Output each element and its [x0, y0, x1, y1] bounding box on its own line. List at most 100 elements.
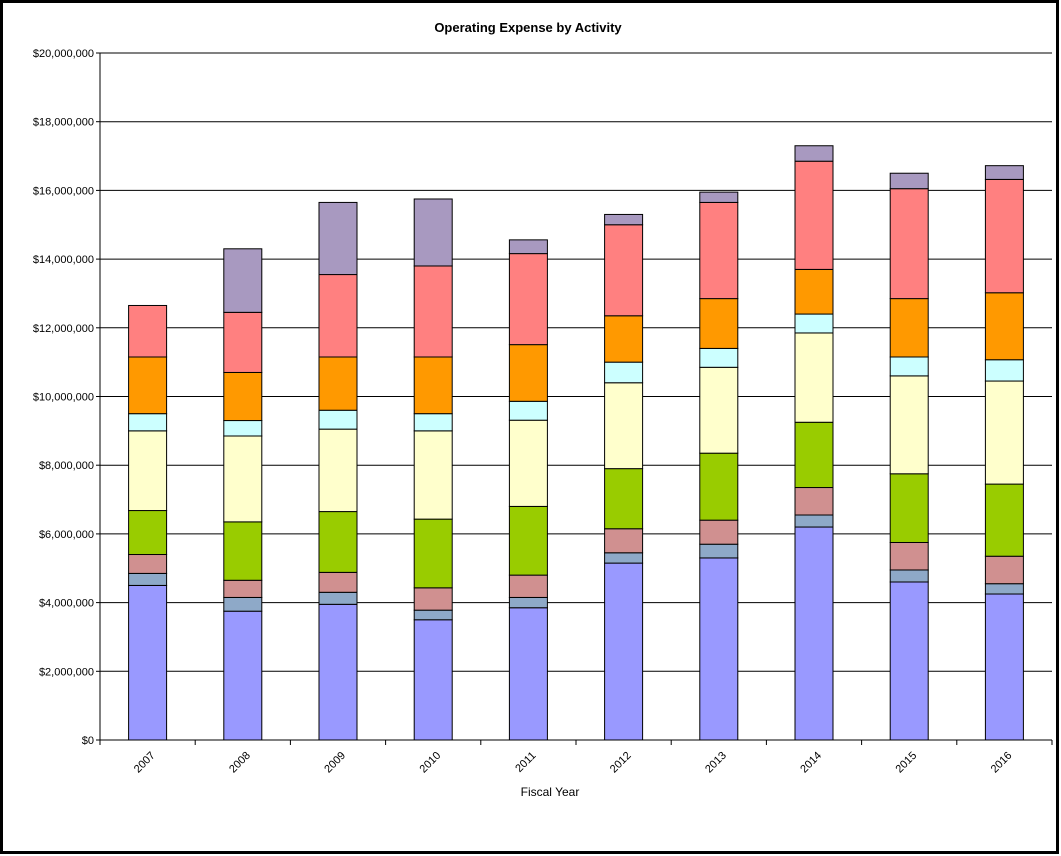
y-tick-label: $4,000,000: [39, 598, 94, 610]
bar-segment-2012-s8: [604, 224, 644, 317]
bar-segment-2007-s1: [128, 584, 168, 741]
bar-segment-2007-s2: [128, 572, 168, 586]
x-tick-label: 2012: [608, 750, 634, 776]
x-tick-label: 2014: [798, 750, 824, 776]
x-tick-label: 2010: [418, 750, 444, 776]
bar-segment-2009-s9: [318, 201, 358, 276]
bar-segment-2013-s4: [699, 452, 739, 521]
bar-segment-2008-s2: [223, 596, 263, 612]
bar-segment-2009-s4: [318, 511, 358, 573]
bar-segment-2015-s5: [889, 375, 929, 475]
x-tick-label: 2013: [703, 750, 729, 776]
bar-segment-2010-s2: [413, 609, 453, 621]
bar-segment-2012-s9: [604, 213, 644, 226]
y-tick-label: $14,000,000: [33, 254, 94, 266]
bar-segment-2014-s4: [794, 421, 834, 489]
bar-segment-2013-s1: [699, 557, 739, 741]
x-tick-label: 2015: [894, 750, 920, 776]
bar-segment-2013-s3: [699, 519, 739, 545]
bar-segment-2010-s9: [413, 198, 453, 267]
bar-segment-2010-s7: [413, 356, 453, 415]
y-tick-label: $6,000,000: [39, 529, 94, 541]
bar-segment-2014-s6: [794, 313, 834, 334]
bar-segment-2012-s6: [604, 361, 644, 384]
y-tick-label: $8,000,000: [39, 460, 94, 472]
bar-segment-2010-s3: [413, 587, 453, 611]
y-tick-label: $12,000,000: [33, 323, 94, 335]
bar-segment-2007-s6: [128, 413, 168, 432]
bar-segment-2016-s3: [984, 555, 1024, 585]
bar-segment-2011-s4: [508, 505, 548, 576]
x-tick-label: 2008: [227, 750, 253, 776]
bar-segment-2007-s8: [128, 304, 168, 358]
bar-segment-2016-s8: [984, 178, 1024, 294]
bar-segment-2016-s1: [984, 593, 1024, 741]
bar-segment-2007-s5: [128, 430, 168, 512]
bar-segment-2010-s4: [413, 518, 453, 589]
bar-segment-2009-s2: [318, 591, 358, 605]
bar-segment-2013-s2: [699, 543, 739, 559]
bar-segment-2010-s1: [413, 619, 453, 741]
bar-segment-2008-s6: [223, 420, 263, 437]
bar-segment-2016-s2: [984, 583, 1024, 595]
axes: [96, 52, 1053, 745]
bar-segment-2009-s3: [318, 571, 358, 593]
bar-segment-2013-s5: [699, 366, 739, 454]
x-tick-label: 2011: [513, 750, 538, 775]
x-tick-labels: 2007 2008 2009 2010 2011 2012 2013 2014 2015 2016: [132, 750, 1015, 776]
y-tick-label: $2,000,000: [39, 666, 94, 678]
bar-segment-2016-s7: [984, 292, 1024, 361]
x-tick-label: 2009: [322, 750, 348, 776]
bar-segment-2010-s8: [413, 265, 453, 358]
bar-segment-2008-s7: [223, 371, 263, 422]
bar-segment-2013-s9: [699, 191, 739, 203]
chart-title: Operating Expense by Activity: [434, 20, 622, 35]
y-tick-label: $18,000,000: [33, 117, 94, 129]
bar-segment-2014-s9: [794, 145, 834, 162]
bar-segment-2013-s6: [699, 347, 739, 368]
bar-segment-2016-s6: [984, 359, 1024, 382]
bar-segment-2016-s9: [984, 165, 1024, 180]
bar-segment-2008-s4: [223, 521, 263, 581]
bar-segment-2015-s3: [889, 541, 929, 571]
bar-segment-2008-s5: [223, 435, 263, 523]
bar-segment-2015-s1: [889, 581, 929, 741]
bar-segments: [128, 145, 1024, 741]
bar-segment-2011-s9: [508, 239, 548, 255]
bar-segment-2015-s2: [889, 569, 929, 583]
bar-segment-2009-s1: [318, 603, 358, 741]
bar-segment-2008-s8: [223, 311, 263, 373]
bar-segment-2008-s1: [223, 610, 263, 741]
bar-segment-2016-s5: [984, 380, 1024, 485]
bar-segment-2014-s8: [794, 160, 834, 270]
bar-segment-2014-s1: [794, 526, 834, 741]
bar-segment-2008-s9: [223, 248, 263, 313]
bar-segment-2008-s3: [223, 579, 263, 598]
bar-segment-2016-s4: [984, 483, 1024, 557]
x-axis-title: Fiscal Year: [521, 785, 580, 799]
bar-segment-2007-s3: [128, 554, 168, 574]
y-tick-labels: $0 $2,000,000 $4,000,000 $6,000,000 $8,000,0…: [33, 48, 94, 747]
bar-segment-2009-s6: [318, 409, 358, 430]
y-tick-label: $0: [82, 735, 94, 747]
bar-segment-2009-s7: [318, 356, 358, 411]
bar-segment-2011-s8: [508, 253, 548, 346]
y-tick-label: $10,000,000: [33, 392, 94, 404]
bar-segment-2012-s5: [604, 382, 644, 470]
bar-segment-2010-s5: [413, 430, 453, 520]
bar-segment-2015-s9: [889, 172, 929, 190]
bar-segment-2012-s2: [604, 552, 644, 564]
bar-segment-2011-s2: [508, 596, 548, 609]
bar-segment-2009-s5: [318, 428, 358, 513]
bar-segment-2015-s4: [889, 473, 929, 543]
bar-segment-2014-s5: [794, 332, 834, 423]
bar-segment-2015-s7: [889, 298, 929, 358]
bar-segment-2011-s1: [508, 607, 548, 741]
bar-segment-2012-s4: [604, 468, 644, 530]
bar-segment-2015-s8: [889, 188, 929, 300]
bar-segment-2013-s8: [699, 201, 739, 300]
bar-segment-2012-s1: [604, 562, 644, 741]
bar-segment-2013-s7: [699, 298, 739, 349]
y-tick-label: $16,000,000: [33, 185, 94, 197]
